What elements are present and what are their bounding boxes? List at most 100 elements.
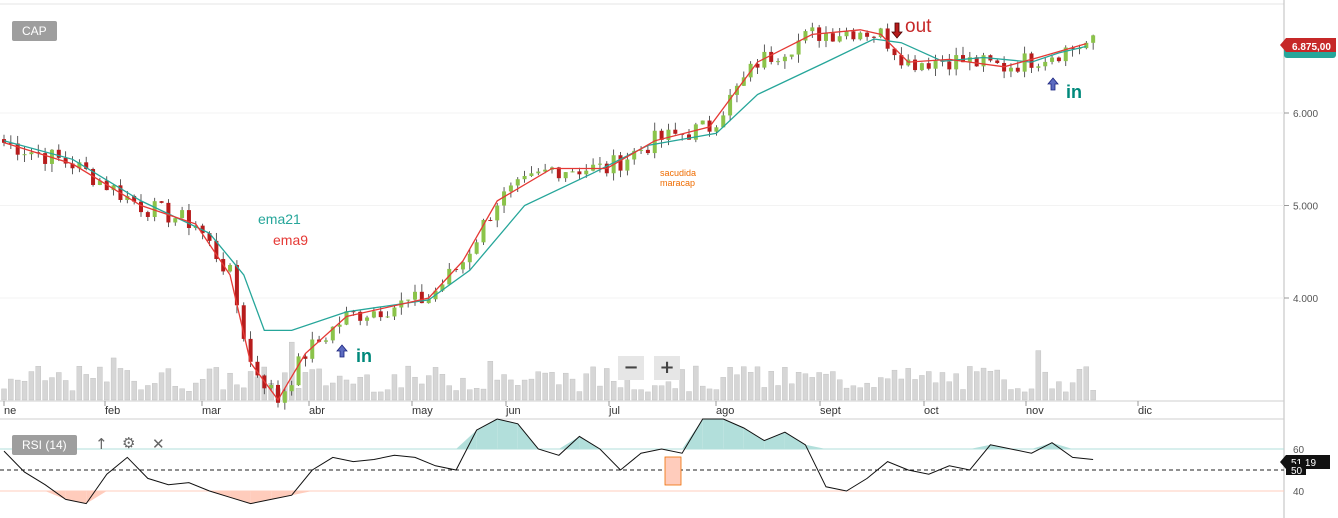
close-icon[interactable]: ✕	[152, 435, 165, 453]
volume-bar	[1090, 390, 1096, 401]
volume-bar	[528, 378, 535, 401]
rsi-overbought-fill	[1031, 442, 1053, 449]
candle-body	[139, 201, 143, 213]
candles	[2, 22, 1096, 410]
volume-bar	[795, 372, 802, 401]
volume-bar	[151, 383, 158, 401]
candle-body	[159, 201, 164, 203]
volume-bar	[549, 372, 555, 401]
candle-body	[419, 291, 424, 304]
volume-bar	[1056, 381, 1062, 401]
volume-bar	[1001, 379, 1007, 401]
rsi-overbought-fill	[476, 419, 498, 449]
volume-bar	[761, 387, 768, 401]
candle-body	[1008, 67, 1013, 72]
volume-bar	[124, 370, 131, 401]
gear-icon[interactable]: ⚙	[122, 434, 136, 452]
volume-bar	[1049, 388, 1055, 401]
volume-bar	[1015, 388, 1021, 401]
volume-bar	[905, 368, 911, 401]
candle-body	[1029, 53, 1034, 68]
volume-bar	[645, 391, 651, 401]
candle-body	[1063, 47, 1068, 62]
volume-bar	[234, 384, 240, 401]
volume-bar	[665, 381, 672, 401]
candle-body	[597, 163, 602, 165]
volume-bar	[1076, 369, 1083, 401]
volume-bar	[932, 382, 939, 401]
candle-body	[844, 31, 849, 37]
candle-body	[673, 129, 678, 134]
buy-label: in	[1066, 82, 1082, 102]
candle-body	[618, 155, 623, 171]
volume-bar	[747, 372, 754, 401]
symbol-button[interactable]: CAP	[12, 21, 57, 41]
candle-body	[43, 153, 48, 164]
candle-body	[378, 311, 383, 318]
candle-body	[570, 171, 575, 173]
volume-bar	[8, 378, 14, 401]
zoom-in-button[interactable]: +	[654, 356, 680, 380]
volume-bar	[432, 367, 439, 401]
rsi-indicator-button[interactable]: RSI (14)	[12, 435, 77, 455]
zoom-out-button[interactable]: −	[618, 356, 644, 380]
volume-bar	[521, 379, 528, 401]
price-badge	[1280, 38, 1336, 52]
volume-bar	[227, 372, 233, 401]
volume-bar	[912, 379, 918, 401]
last-price-label: 6.875,00	[1292, 42, 1331, 53]
candle-body	[269, 384, 274, 389]
volume-bar	[631, 389, 637, 401]
candle-body	[413, 291, 417, 300]
volume-bar	[809, 377, 815, 401]
volume-bar	[138, 389, 144, 401]
volume-bar	[871, 387, 877, 401]
volume-bar	[946, 381, 952, 401]
rsi-oversold-fill	[45, 491, 66, 500]
rsi-overbought-fill	[1052, 442, 1073, 449]
candle-body	[796, 40, 801, 55]
volume-bar	[542, 372, 548, 401]
volume-bar	[830, 371, 836, 401]
volume-bar	[336, 375, 343, 401]
volume-bar	[802, 373, 809, 401]
volume-bar	[241, 387, 247, 401]
candle-body	[371, 311, 376, 318]
buy-label: in	[356, 346, 372, 366]
volume-bar	[480, 388, 487, 401]
candle-body	[125, 195, 130, 200]
buy-arrow-icon	[1047, 77, 1059, 91]
volume-bar	[145, 385, 151, 401]
volume-bar	[56, 372, 62, 401]
volume-bar	[857, 387, 863, 401]
rsi-overbought-fill	[764, 432, 785, 449]
volume-bar	[309, 369, 315, 401]
y-tick-label: 6.000	[1293, 109, 1318, 120]
volume-bar	[610, 381, 617, 401]
candle-body	[639, 149, 644, 151]
candle-body	[186, 210, 191, 229]
volume-bar	[1069, 382, 1076, 401]
candle-body	[310, 339, 315, 359]
rsi-overbought-fill	[702, 419, 724, 449]
candle-body	[824, 33, 828, 41]
rsi-oversold-fill	[230, 491, 251, 504]
candle-body	[954, 55, 959, 70]
volume-bar	[247, 371, 254, 401]
volume-bar	[638, 389, 644, 401]
candle-body	[1015, 67, 1020, 72]
sell-arrow-icon	[891, 22, 903, 39]
volume-bar	[83, 374, 89, 401]
annotation-label: maracap	[660, 178, 695, 188]
arrow-up-icon[interactable]: ↑	[95, 435, 108, 453]
candle-body	[714, 127, 719, 132]
volume-bar	[350, 383, 357, 401]
candle-body	[687, 134, 691, 140]
candle-body	[1022, 53, 1027, 72]
x-tick-label: abr	[309, 405, 325, 417]
volume-bar	[782, 367, 788, 401]
volume-bar	[898, 378, 905, 401]
candle-body	[632, 150, 637, 160]
candle-body	[111, 185, 116, 191]
volume-bar	[864, 382, 870, 401]
